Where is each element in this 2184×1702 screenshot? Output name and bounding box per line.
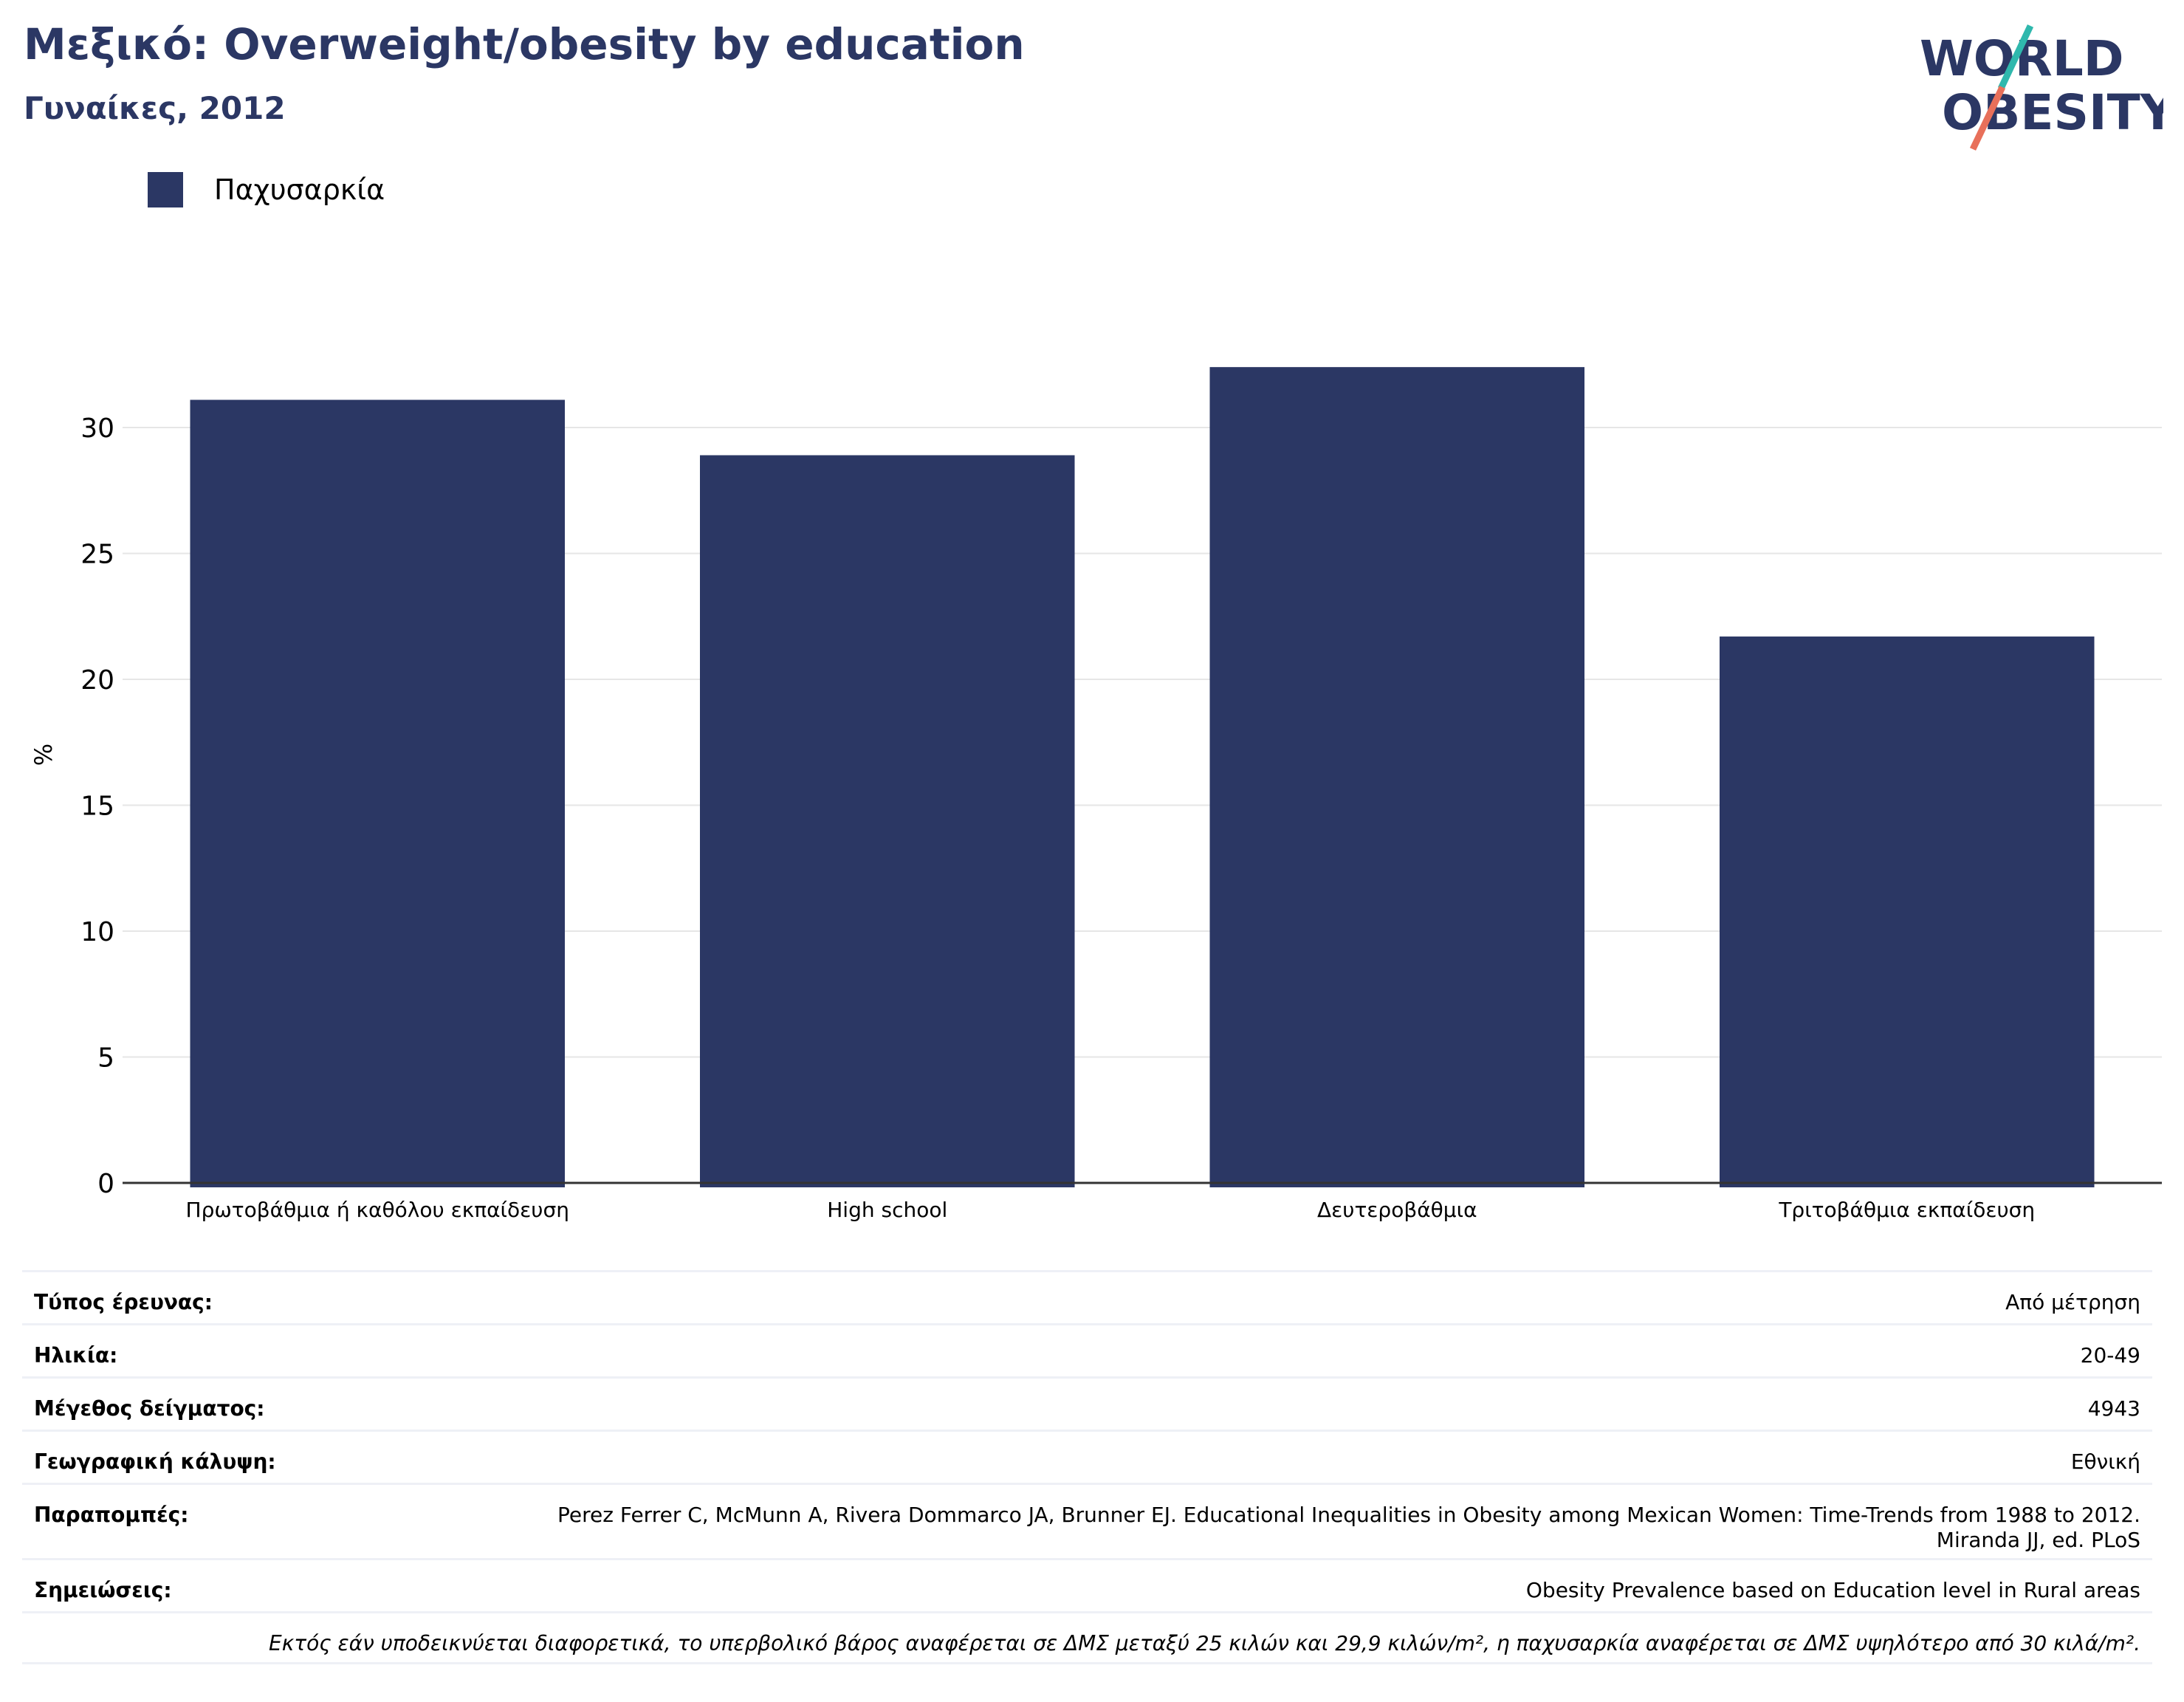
logo-slash-coral	[1969, 86, 2006, 151]
bar	[1719, 636, 2095, 1187]
x-tick-label: Τριτοβάθμια εκπαίδευση	[1778, 1198, 2035, 1222]
y-tick-label: 30	[80, 414, 114, 444]
info-value: Perez Ferrer C, McMunn A, Rivera Dommarc…	[557, 1503, 2140, 1552]
x-tick-label: Πρωτοβάθμια ή καθόλου εκπαίδευση	[186, 1198, 569, 1222]
info-row-notes: Σημειώσεις: Obesity Prevalence based on …	[22, 1558, 2152, 1611]
footnote-text: Εκτός εάν υποδεικνύεται διαφορετικά, το …	[269, 1631, 2140, 1655]
info-label: Γεωγραφική κάλυψη:	[34, 1449, 276, 1474]
info-value: 4943	[2087, 1396, 2140, 1421]
bar-chart: 0 5 10 15 20 25 30% Πρωτοβάθμια ή καθόλου εκπαί…	[30, 367, 2162, 1222]
bar	[699, 455, 1075, 1187]
info-label: Τύπος έρευνας:	[34, 1290, 213, 1314]
info-label: Σημειώσεις:	[34, 1578, 172, 1602]
y-tick-label: 0	[97, 1169, 114, 1199]
y-tick-label: 10	[80, 917, 114, 947]
legend: Παχυσαρκία	[148, 171, 385, 208]
info-footnote: Εκτός εάν υποδεικνύεται διαφορετικά, το …	[22, 1611, 2152, 1664]
logo-slash-teal	[1997, 24, 2034, 90]
y-tick-label: 25	[80, 540, 114, 570]
info-value: Από μέτρηση	[2005, 1290, 2140, 1314]
info-row-references: Παραπομπές: Perez Ferrer C, McMunn A, Ri…	[22, 1483, 2152, 1558]
bar	[190, 399, 566, 1187]
info-label: Παραπομπές:	[34, 1503, 189, 1527]
info-row-age: Ηλικία: 20-49	[22, 1323, 2152, 1376]
legend-swatch	[148, 172, 183, 207]
legend-label: Παχυσαρκία	[214, 174, 385, 206]
bar	[1209, 367, 1585, 1187]
info-value: Εθνική	[2070, 1449, 2140, 1474]
info-row-sample-size: Μέγεθος δείγματος: 4943	[22, 1376, 2152, 1430]
x-tick-label: Δευτεροβάθμια	[1317, 1198, 1477, 1222]
info-row-survey-type: Τύπος έρευνας: Από μέτρηση	[22, 1270, 2152, 1323]
info-label: Ηλικία:	[34, 1343, 118, 1368]
info-row-coverage: Γεωγραφική κάλυψη: Εθνική	[22, 1430, 2152, 1483]
y-tick-label: 15	[80, 792, 114, 822]
y-tick-label: 20	[80, 665, 114, 696]
info-value: Obesity Prevalence based on Education le…	[1525, 1578, 2140, 1602]
info-value: 20-49	[2080, 1343, 2140, 1368]
world-obesity-logo: WORLD OBESITY	[1920, 24, 2163, 151]
info-table: Τύπος έρευνας: Από μέτρηση Ηλικία: 20-49…	[22, 1270, 2152, 1664]
info-label: Μέγεθος δείγματος:	[34, 1396, 265, 1421]
x-tick-label: High school	[827, 1198, 947, 1222]
chart-subtitle: Γυναίκες, 2012	[24, 90, 286, 126]
y-axis-label: %	[30, 744, 58, 766]
y-tick-label: 5	[97, 1043, 114, 1074]
chart-title: Μεξικό: Overweight/obesity by education	[24, 19, 1025, 69]
